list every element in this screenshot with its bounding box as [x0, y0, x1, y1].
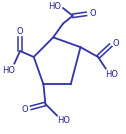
Text: HO: HO	[48, 1, 61, 11]
Text: O: O	[90, 9, 97, 18]
Text: HO: HO	[105, 70, 118, 79]
Text: O: O	[112, 39, 119, 48]
Text: HO: HO	[2, 66, 15, 75]
Text: HO: HO	[57, 116, 70, 125]
Text: O: O	[22, 105, 28, 114]
Text: O: O	[17, 27, 23, 36]
